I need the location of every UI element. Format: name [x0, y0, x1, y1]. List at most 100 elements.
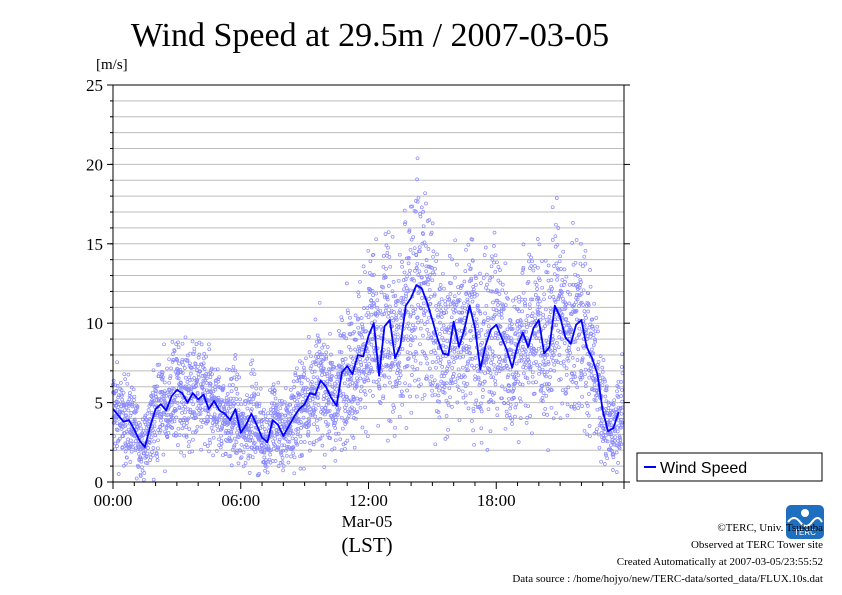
raw-sample-point: [516, 373, 521, 378]
raw-sample-point: [409, 334, 413, 339]
raw-sample-point: [184, 425, 189, 430]
raw-sample-point: [481, 388, 485, 392]
raw-sample-point: [546, 278, 551, 283]
raw-sample-point: [530, 320, 535, 325]
raw-sample-point: [502, 366, 506, 370]
raw-sample-point: [251, 367, 255, 372]
raw-sample-point: [422, 393, 427, 397]
raw-sample-point: [582, 345, 586, 350]
raw-sample-point: [182, 453, 187, 458]
raw-sample-point: [323, 412, 327, 417]
raw-sample-point: [250, 358, 255, 363]
raw-sample-point: [572, 401, 577, 406]
raw-sample-point: [616, 461, 620, 465]
raw-sample-point: [386, 230, 391, 235]
raw-sample-point: [225, 392, 230, 396]
raw-sample-point: [293, 373, 298, 377]
raw-sample-point: [466, 290, 471, 295]
raw-sample-point: [572, 364, 577, 368]
raw-sample-point: [418, 212, 422, 216]
raw-sample-point: [463, 384, 468, 389]
raw-sample-point: [468, 351, 472, 355]
raw-sample-point: [613, 435, 618, 439]
raw-sample-point: [528, 365, 533, 369]
raw-sample-point: [578, 261, 583, 266]
raw-sample-point: [117, 436, 122, 441]
raw-sample-point: [231, 364, 236, 369]
raw-sample-point: [601, 358, 606, 362]
raw-sample-point: [376, 382, 381, 387]
raw-sample-point: [408, 268, 412, 273]
raw-sample-point: [225, 409, 230, 414]
raw-sample-point: [245, 406, 250, 411]
raw-sample-point: [457, 388, 461, 392]
raw-sample-point: [162, 391, 167, 396]
raw-sample-point: [282, 400, 287, 405]
raw-sample-point: [272, 442, 276, 446]
raw-sample-point: [339, 315, 344, 320]
raw-sample-point: [560, 388, 565, 393]
raw-sample-point: [229, 431, 234, 436]
raw-sample-point: [291, 431, 295, 436]
raw-sample-point: [429, 374, 434, 379]
raw-sample-point: [530, 259, 534, 264]
raw-sample-point: [608, 412, 613, 417]
raw-sample-point: [172, 349, 177, 353]
raw-sample-point: [220, 424, 224, 429]
raw-sample-point: [470, 357, 475, 361]
raw-sample-point: [312, 422, 316, 427]
raw-sample-point: [429, 336, 434, 340]
raw-sample-point: [298, 466, 303, 471]
raw-sample-point: [376, 335, 380, 339]
raw-sample-point: [429, 294, 433, 299]
raw-sample-point: [438, 357, 443, 362]
raw-sample-point: [476, 303, 480, 308]
raw-sample-point: [408, 343, 413, 348]
raw-sample-point: [602, 426, 607, 431]
raw-sample-point: [545, 369, 550, 374]
raw-sample-point: [413, 325, 418, 330]
raw-sample-point: [571, 221, 575, 225]
chart-title: Wind Speed at 29.5m / 2007-03-05: [131, 17, 609, 54]
raw-sample-point: [156, 374, 161, 379]
raw-sample-point: [374, 380, 379, 384]
raw-sample-point: [259, 410, 264, 415]
raw-sample-point: [328, 331, 332, 336]
raw-sample-point: [176, 426, 181, 431]
raw-sample-point: [450, 257, 454, 262]
raw-sample-point: [402, 270, 407, 275]
raw-sample-point: [285, 405, 290, 409]
raw-sample-point: [295, 416, 299, 420]
raw-sample-point: [535, 287, 539, 291]
raw-sample-point: [396, 298, 400, 303]
raw-sample-point: [540, 384, 545, 388]
raw-sample-point: [419, 275, 424, 279]
raw-sample-point: [311, 442, 316, 447]
raw-sample-point: [548, 368, 553, 372]
raw-sample-point: [397, 376, 401, 380]
raw-sample-point: [296, 416, 301, 421]
raw-sample-point: [121, 390, 126, 395]
raw-sample-point: [157, 430, 162, 435]
raw-sample-point: [292, 455, 297, 460]
raw-sample-point: [187, 384, 191, 388]
raw-sample-point: [444, 345, 448, 349]
raw-sample-point: [470, 419, 474, 423]
raw-sample-point: [455, 262, 459, 267]
raw-sample-point: [187, 439, 191, 444]
raw-sample-point: [177, 433, 182, 437]
raw-sample-point: [483, 371, 487, 376]
raw-sample-point: [276, 445, 281, 450]
raw-sample-point: [614, 470, 619, 474]
raw-sample-point: [540, 367, 545, 372]
raw-sample-point: [380, 365, 385, 370]
raw-sample-point: [433, 351, 438, 355]
raw-sample-point: [388, 351, 392, 355]
raw-sample-point: [421, 333, 425, 338]
raw-sample-point: [111, 378, 116, 383]
raw-sample-point: [224, 402, 228, 407]
raw-sample-point: [137, 442, 142, 447]
raw-sample-point: [473, 274, 478, 279]
raw-sample-point: [275, 409, 280, 414]
raw-sample-point: [387, 304, 392, 309]
